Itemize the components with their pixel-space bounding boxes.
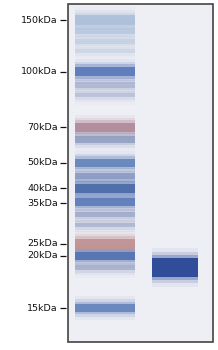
Text: 25kDa: 25kDa [27,239,58,248]
Bar [75,204,135,225]
Bar [75,15,135,25]
Bar [75,296,135,320]
Bar [75,10,135,30]
Bar [75,173,135,180]
Bar [75,300,135,317]
Bar [75,115,135,140]
Bar [75,168,135,184]
Bar [75,20,135,42]
Bar [75,176,135,201]
Bar [75,252,135,260]
Bar [75,184,135,192]
Bar [75,236,135,252]
Bar [75,23,135,39]
Bar [75,231,135,257]
Bar [75,215,135,235]
Bar [75,41,135,61]
Bar [75,123,135,132]
Bar [75,136,135,142]
Bar [75,257,135,278]
Bar [75,13,135,28]
Bar [75,223,135,227]
Bar [75,209,135,219]
Bar [152,258,198,277]
Bar [75,239,135,249]
Text: 50kDa: 50kDa [27,158,58,167]
Bar [75,195,135,208]
Bar [75,156,135,169]
Bar [75,62,135,81]
Text: 40kDa: 40kDa [27,184,58,193]
Text: 150kDa: 150kDa [21,16,58,25]
Bar [75,154,135,172]
Bar [75,118,135,137]
Bar [75,159,135,167]
Bar [75,82,135,88]
Bar [68,4,213,342]
Bar [152,252,198,283]
Bar [75,91,135,100]
Bar [75,244,135,268]
Bar [75,198,135,206]
Bar [75,80,135,90]
Bar [75,263,135,273]
Text: 100kDa: 100kDa [21,67,58,76]
Bar [75,218,135,232]
Bar [75,193,135,211]
Bar [75,64,135,79]
Bar [75,265,135,270]
Bar [75,75,135,96]
Bar [75,31,135,51]
Bar [75,47,135,56]
Text: 70kDa: 70kDa [27,123,58,132]
Bar [75,249,135,262]
Bar [75,206,135,222]
Bar [75,190,135,214]
Bar [75,131,135,148]
Bar [75,220,135,230]
Text: 15kDa: 15kDa [27,304,58,313]
Bar [75,49,135,53]
Bar [75,44,135,58]
Bar [75,85,135,105]
Bar [75,211,135,217]
Bar [75,93,135,97]
Bar [75,34,135,49]
Bar [75,151,135,175]
Bar [152,256,198,280]
Bar [75,171,135,182]
Bar [75,304,135,312]
Bar [152,248,198,287]
Text: 20kDa: 20kDa [27,251,58,260]
Bar [75,128,135,150]
Bar [75,59,135,84]
Bar [75,120,135,134]
Bar [75,26,135,37]
Bar [75,181,135,195]
Bar [75,77,135,93]
Bar [75,234,135,254]
Bar [75,260,135,275]
Text: 35kDa: 35kDa [27,199,58,208]
Bar [75,7,135,33]
Bar [75,39,135,43]
Bar [75,88,135,103]
Bar [75,28,135,34]
Bar [75,67,135,76]
Bar [75,247,135,265]
Bar [75,165,135,187]
Bar [75,179,135,198]
Bar [75,36,135,46]
Bar [75,133,135,145]
Bar [75,302,135,314]
